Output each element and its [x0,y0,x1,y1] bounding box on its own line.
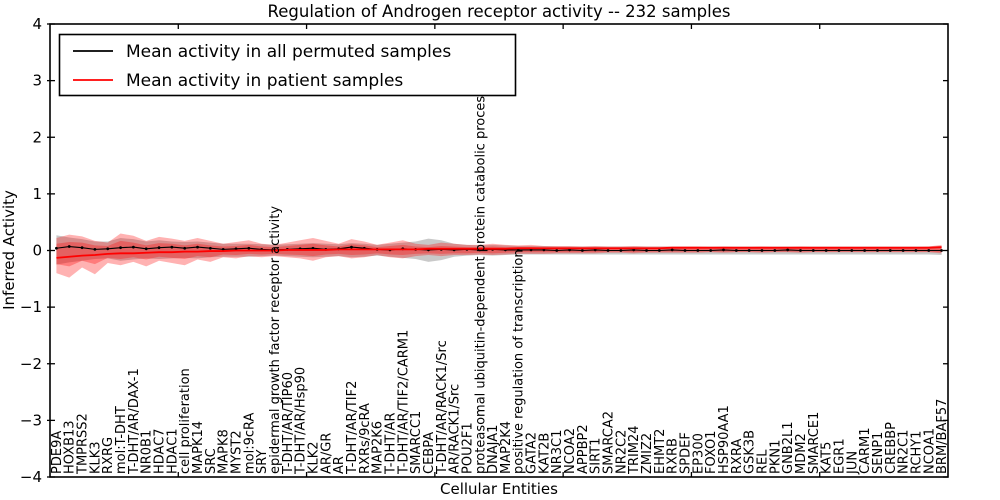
y-tick-label: −4 [20,468,42,486]
x-tick-label: T-DHT/AR/TIF2/CARM1 [396,330,411,475]
x-tick-label: NR2C1 [897,430,912,474]
x-tick-label: HDAC1 [165,428,180,474]
x-tick-label: AR [332,456,347,474]
x-tick-labels: PDE9AHOXB13TMPRSS2KLK3RXRGmol:T-DHTT-DHT… [50,89,950,475]
x-tick-label: RXRA [730,439,745,474]
x-tick-label: SRY [255,450,270,474]
x-tick-label: FOXO1 [704,431,719,474]
x-tick-label: T-DHT/AR/TIF2 [345,381,360,475]
y-tick-label: −1 [20,298,42,316]
x-tick-label: RCHY1 [909,431,924,474]
x-tick-label: MYST2 [230,430,245,474]
y-tick-label: −2 [20,355,42,373]
x-tick-label: T-DHT/AR/RACK1/Src [435,340,450,475]
x-tick-label: NCOA2 [563,428,578,474]
x-tick-label: MAPK8 [217,429,232,474]
y-tick-label: 1 [32,185,42,203]
x-tick-label: HOXB13 [63,420,78,474]
x-tick-label: SIRT1 [589,438,604,474]
chart-title: Regulation of Androgen receptor activity… [268,2,731,21]
x-tick-label: EHMT2 [653,429,668,474]
x-tick-label: EGR1 [832,438,847,474]
x-tick-label: NR3C1 [550,430,565,474]
x-tick-label: CREBBP [884,422,899,474]
x-tick-label: APPBP2 [576,424,591,474]
y-tick-label: 2 [32,128,42,146]
mean-line-patient [56,246,942,259]
y-tick-label: 4 [32,15,42,33]
x-tick-label: T-DHT/AR/TIP60 [281,372,296,475]
x-tick-label: GNB2L1 [781,421,796,474]
x-tick-label: JUN [845,451,860,475]
x-tick-label: POU2F1 [460,422,475,474]
x-tick-label: CEBPA [422,432,437,474]
legend: Mean activity in all permuted samples Me… [58,33,517,97]
x-tick-label: TRIM24 [627,425,642,475]
x-tick-label: T-DHT/AR/DAX-1 [127,368,142,475]
x-tick-label: MAP2K6 [371,421,386,474]
legend-label-permuted: Mean activity in all permuted samples [126,42,451,62]
x-tick-label: RXRB [666,438,681,474]
y-tick-label: 3 [32,72,42,90]
x-tick-label: NR2C2 [614,430,629,474]
x-tick-label: KLK3 [88,441,103,474]
x-tick-label: SMARCE1 [807,412,822,474]
x-tick-label: ZMIZ2 [640,433,655,474]
x-tick-label: PDE9A [50,431,65,474]
x-tick-label: SMARCA2 [602,411,617,474]
x-tick-label: GATA2 [525,432,540,474]
y-tick-label: −3 [20,411,42,429]
x-tick-label: DNAJA1 [486,425,501,474]
y-axis-label: Inferred Activity [0,190,18,310]
x-tick-label: positive regulation of transcription [512,249,527,474]
x-axis-ticks [177,24,821,477]
x-tick-label: CARM1 [858,428,873,475]
legend-box [58,33,517,97]
x-tick-label: SENP1 [871,432,886,474]
x-tick-label: EP300 [691,433,706,474]
x-tick-label: NR0B1 [140,430,155,474]
x-tick-label: PKN1 [768,440,783,474]
patient-samples-band-inner [56,240,942,267]
x-tick-label: REL [755,449,770,474]
x-tick-label: TMPRSS2 [76,413,91,475]
patient-samples-band-outer [56,233,942,278]
x-axis-label: Cellular Entities [440,480,558,498]
x-tick-label: proteasomal ubiquitin-dependent protein … [473,89,488,474]
x-tick-label: SRC [204,448,219,474]
x-tick-label: SPDEF [679,432,694,474]
y-axis-ticks: 4 3 2 1 0 −1 −2 −3 −4 [20,15,948,486]
x-tick-label: cell proliferation [178,368,193,474]
x-tick-label: RXRs/9cRA [358,403,373,474]
x-tick-label: mol:9cRA [242,412,257,474]
x-tick-label: NCOA1 [922,428,937,474]
x-tick-label: epidermal growth factor receptor activit… [268,206,283,474]
x-tick-label: GSK3B [743,430,758,474]
x-tick-label: HSP90AA1 [717,405,732,474]
x-tick-label: KLK2 [306,441,321,474]
plot-area: 43210−1−2−3−4PDE9AHOXB13TMPRSS2KLK3RXRGm… [20,15,950,486]
x-tick-label: AR/RACK1/Src [448,384,463,474]
x-tick-label: SMARCC1 [409,411,424,474]
x-tick-label: MDM2 [794,433,809,474]
x-tick-label: mol:T-DHT [114,406,129,474]
x-tick-label: MAPK14 [191,421,206,474]
x-tick-label: T-DHT/AR [383,413,398,475]
x-tick-label: HDAC7 [153,428,168,474]
x-tick-label: AR/GR [319,433,334,474]
x-tick-label: BRM/BAF57 [935,399,950,474]
y-tick-label: 0 [32,242,42,260]
x-tick-label: T-DHT/AR/Hsp90 [294,367,309,475]
x-tick-label: KAT2B [537,433,552,474]
x-tick-label: MAP2K4 [499,421,514,474]
x-tick-label: KAT5 [820,442,835,474]
x-tick-label: RXRG [101,437,116,474]
legend-label-patient: Mean activity in patient samples [126,71,403,91]
